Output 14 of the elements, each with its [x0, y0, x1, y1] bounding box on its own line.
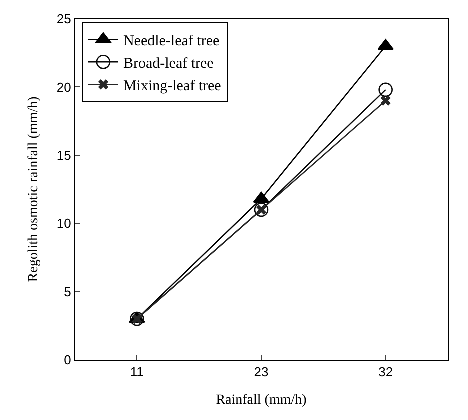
y-axis-title: Regolith osmotic rainfall (mm/h) — [26, 96, 42, 282]
x-tick-label: 11 — [130, 364, 144, 380]
y-tick-label: 5 — [64, 284, 72, 300]
legend-label: Needle-leaf tree — [123, 34, 220, 50]
y-tick-label: 20 — [56, 80, 72, 95]
x-axis-title: Rainfall (mm/h) — [216, 392, 308, 408]
y-tick-label: 15 — [56, 148, 72, 163]
legend-label: Mixing-leaf tree — [123, 78, 222, 95]
x-tick-label: 32 — [378, 364, 394, 380]
x-tick-label: 23 — [254, 364, 269, 380]
y-tick-label: 25 — [56, 12, 72, 27]
y-tick-label: 10 — [56, 216, 72, 232]
legend-label: Broad-leaf tree — [123, 56, 214, 72]
y-tick-label: 0 — [64, 352, 72, 368]
